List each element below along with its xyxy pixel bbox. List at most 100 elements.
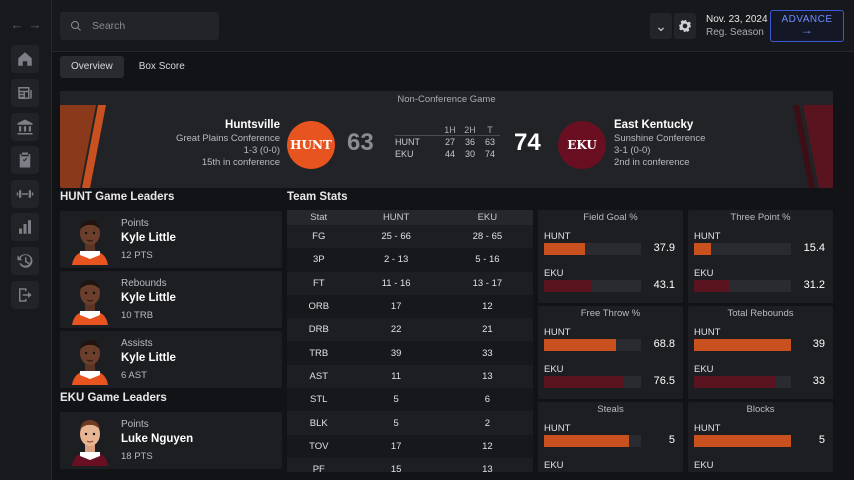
home-record: 1-3 (0-0)	[243, 145, 280, 156]
player-avatar	[72, 220, 108, 265]
leader-name[interactable]: Luke Nguyen	[121, 433, 194, 445]
table-row: TRB 39 33	[287, 341, 533, 365]
home-bar-fill	[544, 435, 630, 447]
home-team-label: HUNT	[694, 231, 721, 242]
home-stat: 11 - 16	[350, 271, 442, 295]
game-type: Non-Conference Game	[397, 94, 496, 105]
player-avatar	[72, 280, 108, 325]
league-icon	[17, 119, 33, 135]
table-row: ORB 17 12	[287, 294, 533, 319]
home-team-label: HUNT	[544, 231, 571, 242]
leader-name[interactable]: Kyle Little	[121, 232, 176, 244]
away-team-logo[interactable]: EKU	[558, 121, 606, 169]
linescore-row: HUNT 27 36 63	[395, 137, 495, 147]
away-team-label: EKU	[544, 364, 564, 375]
nav-news-button[interactable]	[11, 79, 39, 107]
stat-name: DRB	[287, 318, 351, 342]
away-stat: 21	[441, 318, 533, 342]
search-box[interactable]	[60, 12, 219, 40]
dropdown-button[interactable]: ⌄	[650, 13, 672, 39]
table-row: STL 5 6	[287, 388, 533, 412]
training-icon	[16, 190, 34, 198]
home-stat: 5	[350, 411, 442, 435]
stat-name: ORB	[287, 294, 351, 319]
nav-exit-button[interactable]	[11, 281, 39, 309]
away-stat: 12	[441, 294, 533, 319]
home-team-info: Great Plains Conference 1-3 (0-0) 15th i…	[176, 133, 280, 169]
table-row: 3P 2 - 13 5 - 16	[287, 248, 533, 272]
forward-arrow-icon[interactable]: →	[28, 17, 42, 32]
home-bar-track	[694, 435, 791, 447]
away-team-label: EKU	[694, 268, 714, 279]
comparison-title: Field Goal %	[583, 212, 638, 223]
away-record: 3-1 (0-0)	[614, 145, 651, 156]
away-value: 43.1	[653, 279, 675, 291]
away-stat: 2	[441, 411, 533, 435]
home-team-logo[interactable]: HUNT	[287, 121, 335, 169]
home-standing: 15th in conference	[201, 157, 280, 168]
leader-card[interactable]: Points Luke Nguyen 18 PTS	[60, 412, 282, 469]
nav-training-button[interactable]	[11, 180, 39, 208]
leader-card[interactable]: Rebounds Kyle Little 10 TRB	[60, 271, 282, 328]
nav-league-button[interactable]	[11, 113, 39, 141]
tab-box-score[interactable]: Box Score	[138, 61, 185, 72]
table-row: AST 11 13	[287, 364, 533, 389]
leader-name[interactable]: Kyle Little	[121, 292, 176, 304]
leader-name[interactable]: Kyle Little	[121, 352, 176, 364]
home-score: 63	[347, 129, 374, 156]
linescore-header: 1H 2H T	[395, 124, 500, 136]
tab-overview[interactable]: Overview	[60, 56, 124, 78]
stat-comparison-panel: Three Point % HUNT 15.4 EKU 31.2	[688, 210, 833, 303]
away-stat: 33	[441, 341, 533, 365]
away-team-label: EKU	[544, 268, 564, 279]
search-icon	[71, 21, 81, 31]
nav-history-button[interactable]	[11, 247, 39, 275]
nav-stats-button[interactable]	[11, 213, 39, 241]
home-stat: 2 - 13	[350, 248, 442, 272]
leader-card[interactable]: Points Kyle Little 12 PTS	[60, 211, 282, 268]
date-block: Nov. 23, 2024 Reg. Season	[706, 13, 768, 39]
home-bar-track	[694, 339, 791, 351]
home-bar-track	[694, 243, 791, 255]
home-stat: 17	[350, 294, 442, 319]
stats-icon	[19, 220, 31, 234]
home-value: 37.9	[653, 242, 675, 254]
home-leaders-title: HUNT Game Leaders	[60, 191, 175, 203]
leader-category: Rebounds	[121, 278, 167, 289]
home-conference: Great Plains Conference	[175, 133, 280, 144]
home-bar-fill	[544, 339, 616, 351]
leader-category: Assists	[121, 338, 153, 349]
exit-icon	[19, 288, 32, 302]
leader-category: Points	[121, 218, 149, 229]
chevron-down-icon: ⌄	[655, 18, 667, 34]
home-value: 39	[812, 338, 825, 350]
stat-name: FG	[287, 225, 351, 249]
settings-button[interactable]	[674, 13, 696, 39]
away-team-name[interactable]: East Kentucky	[614, 119, 694, 131]
stat-name: STL	[287, 388, 351, 412]
stat-name: AST	[287, 364, 351, 389]
away-standing: 2nd in conference	[614, 157, 690, 168]
history-nav: ← →	[10, 14, 42, 36]
leader-card[interactable]: Assists Kyle Little 6 AST	[60, 331, 282, 388]
nav-home-button[interactable]	[11, 45, 39, 73]
home-icon	[18, 52, 32, 66]
home-team-name[interactable]: Huntsville	[225, 119, 280, 131]
back-arrow-icon[interactable]: ←	[10, 17, 24, 32]
away-bar-fill	[694, 376, 777, 388]
away-value: 33	[812, 375, 825, 387]
season-phase: Reg. Season	[706, 27, 764, 38]
search-input[interactable]	[92, 20, 212, 32]
home-bar-fill	[694, 243, 712, 255]
table-row: FG 25 - 66 28 - 65	[287, 225, 533, 249]
away-bar-track	[544, 280, 641, 292]
stat-name: PF	[287, 457, 351, 472]
stat-comparison-panel: Field Goal % HUNT 37.9 EKU 43.1	[538, 210, 683, 303]
away-bar-fill	[694, 280, 729, 292]
stat-name: TRB	[287, 341, 351, 365]
away-bar-track	[694, 280, 791, 292]
nav-roster-button[interactable]	[11, 146, 39, 174]
advance-button[interactable]: ADVANCE →	[770, 10, 844, 42]
away-stat: 13	[441, 364, 533, 389]
away-bar-track	[694, 376, 791, 388]
